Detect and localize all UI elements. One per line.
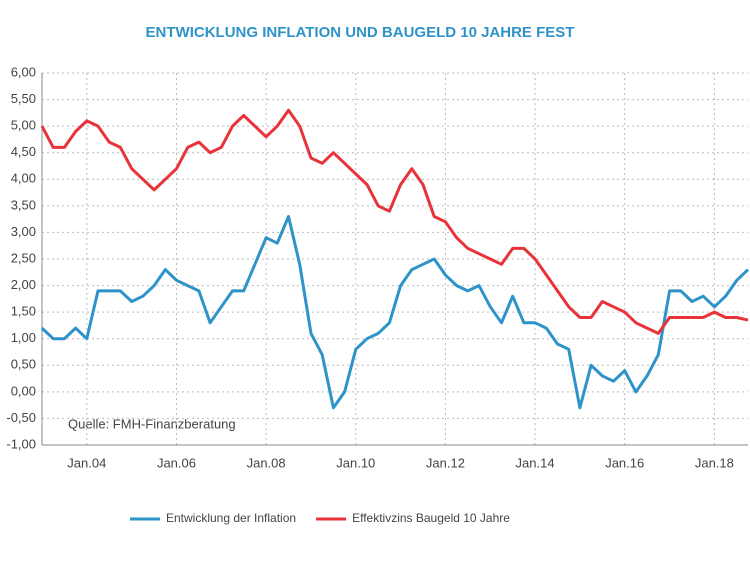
y-tick-label: 1,50 [11, 304, 36, 319]
series-line [40, 215, 750, 410]
x-tick-label: Jan.12 [426, 455, 465, 470]
x-tick-label: Jan.14 [516, 455, 555, 470]
x-tick-label: Jan.18 [695, 455, 734, 470]
x-tick-label: Jan.04 [67, 455, 106, 470]
legend-label: Entwicklung der Inflation [166, 511, 296, 525]
y-tick-label: 4,00 [11, 171, 36, 186]
x-tick-label: Jan.16 [605, 455, 644, 470]
y-tick-label: 2,00 [11, 277, 36, 292]
y-tick-label: 3,00 [11, 224, 36, 239]
y-tick-label: 0,50 [11, 357, 36, 372]
y-tick-label: 0,00 [11, 383, 36, 398]
legend-label: Effektivzins Baugeld 10 Jahre [352, 511, 510, 525]
y-tick-label: 5,00 [11, 118, 36, 133]
x-tick-label: Jan.08 [247, 455, 286, 470]
x-tick-label: Jan.06 [157, 455, 196, 470]
y-tick-label: 6,00 [11, 64, 36, 79]
series-line [40, 108, 749, 335]
annotation: Quelle: FMH-Finanzberatung [68, 416, 236, 431]
y-tick-label: 3,50 [11, 197, 36, 212]
y-tick-label: -1,00 [6, 436, 36, 451]
chart-title: ENTWICKLUNG INFLATION UND BAUGELD 10 JAH… [146, 24, 575, 41]
y-tick-label: 1,00 [11, 330, 36, 345]
y-tick-label: -0,50 [6, 410, 36, 425]
y-tick-label: 2,50 [11, 250, 36, 265]
y-tick-label: 4,50 [11, 144, 36, 159]
y-tick-label: 5,50 [11, 91, 36, 106]
x-tick-label: Jan.10 [336, 455, 375, 470]
